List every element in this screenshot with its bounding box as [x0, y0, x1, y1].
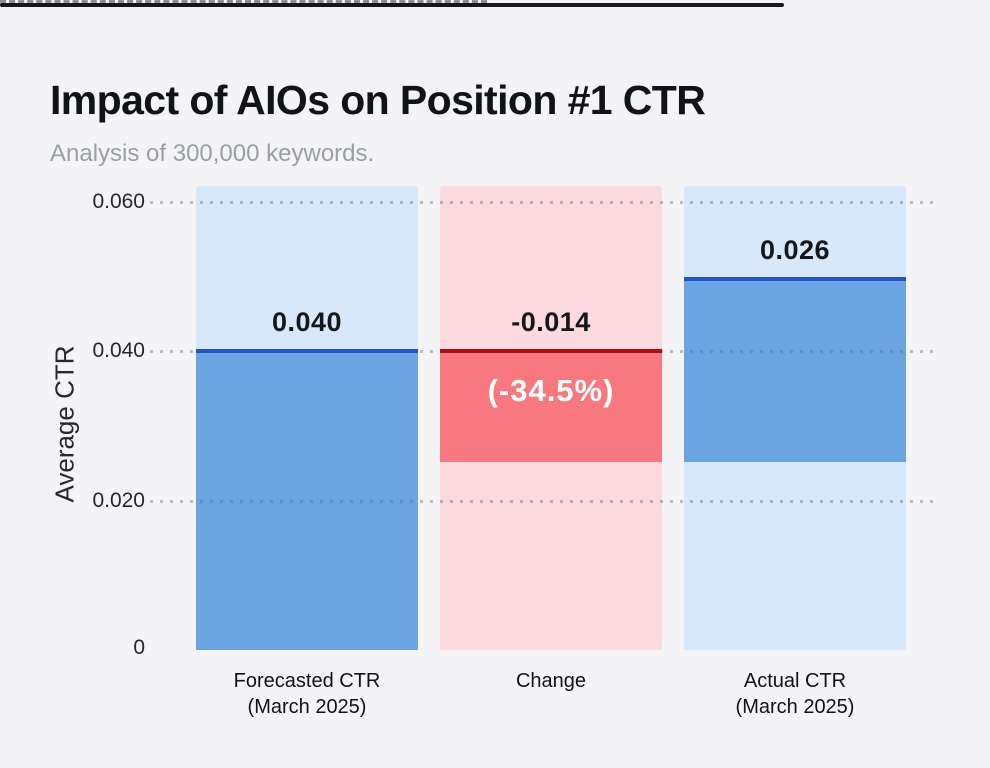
bar-top-edge-change [440, 349, 662, 354]
chart-subtitle: Analysis of 300,000 keywords. [50, 140, 375, 167]
x-axis-category-forecast: Forecasted CTR (March 2025) [176, 668, 438, 720]
bar-forecast [196, 351, 418, 650]
x-axis-category-line: (March 2025) [247, 696, 367, 718]
value-label-actual: 0.026 [759, 234, 831, 265]
y-axis-title: Average CTR [49, 345, 80, 503]
value-label-forecast: 0.040 [271, 307, 343, 338]
bar-actual [684, 278, 906, 462]
gridline-0.060 [150, 201, 940, 204]
x-axis-line [0, 3, 784, 7]
x-axis-category-line: (March 2025) [735, 696, 855, 718]
bar-top-edge-actual [684, 276, 906, 281]
plot-area: 0.060 0.040 0.020 0 0.040 Forecasted CTR (Marc… [0, 0, 940, 718]
percent-label-change: (-34.5%) [487, 373, 615, 409]
value-label-change: -0.014 [511, 307, 591, 338]
x-axis-category-line: Actual CTR [743, 670, 847, 692]
x-axis-category-line: Change [515, 670, 587, 692]
y-tick-label-0: 0 [133, 636, 145, 659]
x-axis-category-change: Change [420, 668, 682, 694]
bar-top-edge-forecast [196, 349, 418, 354]
y-tick-label-0.020: 0.020 [92, 488, 145, 512]
y-tick-label-0.060: 0.060 [92, 190, 145, 213]
chart-title: Impact of AIOs on Position #1 CTR [50, 77, 706, 124]
x-axis-category-line: Forecasted CTR [233, 670, 381, 692]
gridline-0.020 [150, 499, 940, 503]
x-axis-category-actual: Actual CTR (March 2025) [664, 668, 926, 720]
bar-change [440, 351, 662, 462]
dashed-reference-line [0, 0, 487, 3]
y-tick-label-0.040: 0.040 [92, 339, 145, 363]
